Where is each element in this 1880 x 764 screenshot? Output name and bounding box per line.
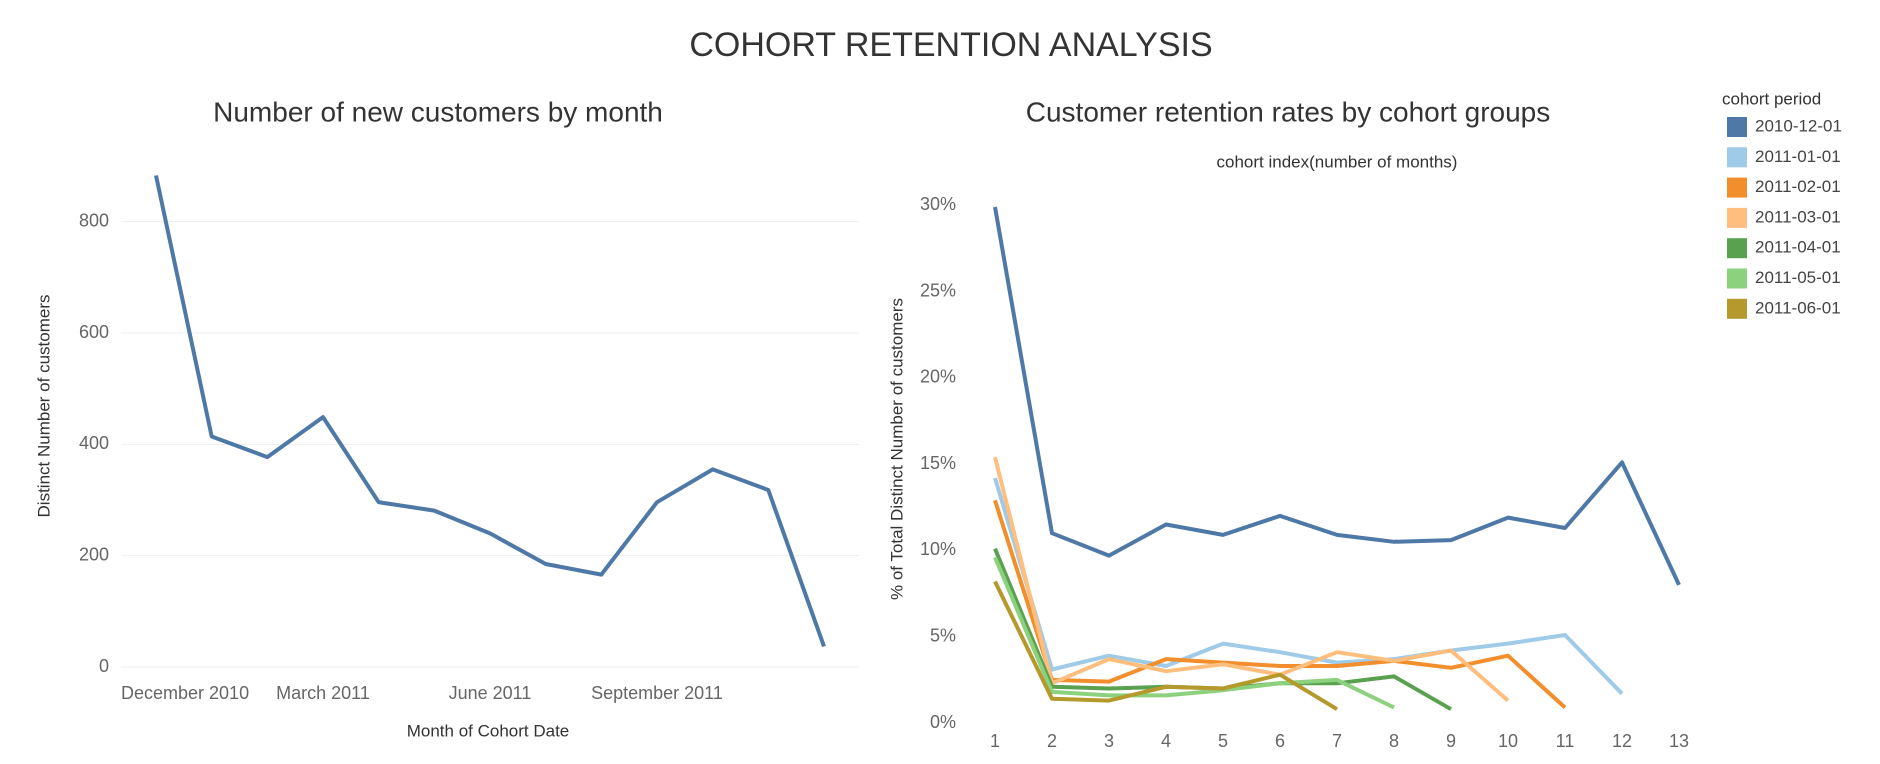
- y-axis-title: % of Total Distinct Number of customers: [887, 298, 906, 600]
- y-tick-label: 20%: [920, 367, 956, 387]
- y-tick-label: 30%: [920, 194, 956, 214]
- legend-label: 2011-06-01: [1755, 298, 1841, 317]
- legend-label: 2011-05-01: [1755, 268, 1841, 287]
- x-tick-label: 5: [1218, 731, 1228, 751]
- x-tick-label: December 2010: [121, 683, 249, 703]
- y-tick-label: 600: [79, 322, 109, 342]
- x-tick-label: 4: [1161, 731, 1171, 751]
- x-tick-label: June 2011: [449, 683, 532, 703]
- y-axis-title: Distinct Number of customers: [34, 295, 53, 518]
- y-tick-label: 0%: [930, 712, 956, 732]
- line: [993, 499, 1567, 709]
- x-tick-label: 2: [1047, 731, 1057, 751]
- legend-label: 2011-04-01: [1755, 238, 1841, 257]
- y-tick-label: 5%: [930, 625, 956, 645]
- x-tick-label: 6: [1275, 731, 1285, 751]
- x-axis-title: cohort index(number of months): [1217, 152, 1458, 171]
- x-tick-label: 10: [1498, 731, 1518, 751]
- x-tick-label: 1: [990, 731, 1000, 751]
- x-tick-label: 3: [1104, 731, 1114, 751]
- legend-swatch: [1727, 177, 1747, 198]
- line: [993, 547, 1452, 711]
- x-tick-label: September 2011: [591, 683, 723, 703]
- legend-label: 2011-02-01: [1755, 177, 1841, 196]
- y-tick-label: 200: [79, 544, 109, 564]
- legend-swatch: [1727, 147, 1747, 168]
- dashboard-title: COHORT RETENTION ANALYSIS: [689, 26, 1212, 64]
- x-tick-label: March 2011: [276, 683, 370, 703]
- y-tick-label: 10%: [920, 539, 956, 559]
- line: [993, 580, 1339, 711]
- line: [993, 556, 1395, 710]
- legend-title: cohort period: [1722, 89, 1821, 108]
- chart-title: Customer retention rates by cohort group…: [1026, 96, 1550, 127]
- chart-title: Number of new customers by month: [213, 96, 663, 127]
- x-tick-label: 13: [1669, 731, 1689, 751]
- y-tick-label: 25%: [920, 280, 956, 300]
- legend-swatch: [1727, 238, 1747, 259]
- y-tick-label: 0: [99, 656, 109, 676]
- line: [993, 456, 1510, 703]
- legend-label: 2011-03-01: [1755, 207, 1841, 226]
- x-tick-label: 12: [1612, 731, 1632, 751]
- legend-label: 2010-12-01: [1755, 116, 1842, 135]
- legend-swatch: [1727, 268, 1747, 289]
- x-tick-label: 8: [1389, 731, 1399, 751]
- line: [154, 175, 826, 648]
- legend-swatch: [1727, 207, 1747, 228]
- line: [993, 477, 1624, 696]
- x-tick-label: 7: [1332, 731, 1342, 751]
- legend-label: 2011-01-01: [1755, 147, 1841, 166]
- legend-swatch: [1727, 117, 1747, 137]
- y-tick-label: 400: [79, 433, 109, 453]
- legend-swatch: [1727, 298, 1747, 319]
- y-tick-label: 15%: [920, 453, 956, 473]
- line: [993, 206, 1681, 586]
- y-tick-label: 800: [79, 210, 109, 230]
- x-tick-label: 11: [1556, 731, 1575, 751]
- x-axis-title: Month of Cohort Date: [407, 721, 570, 740]
- x-tick-label: 9: [1446, 731, 1456, 751]
